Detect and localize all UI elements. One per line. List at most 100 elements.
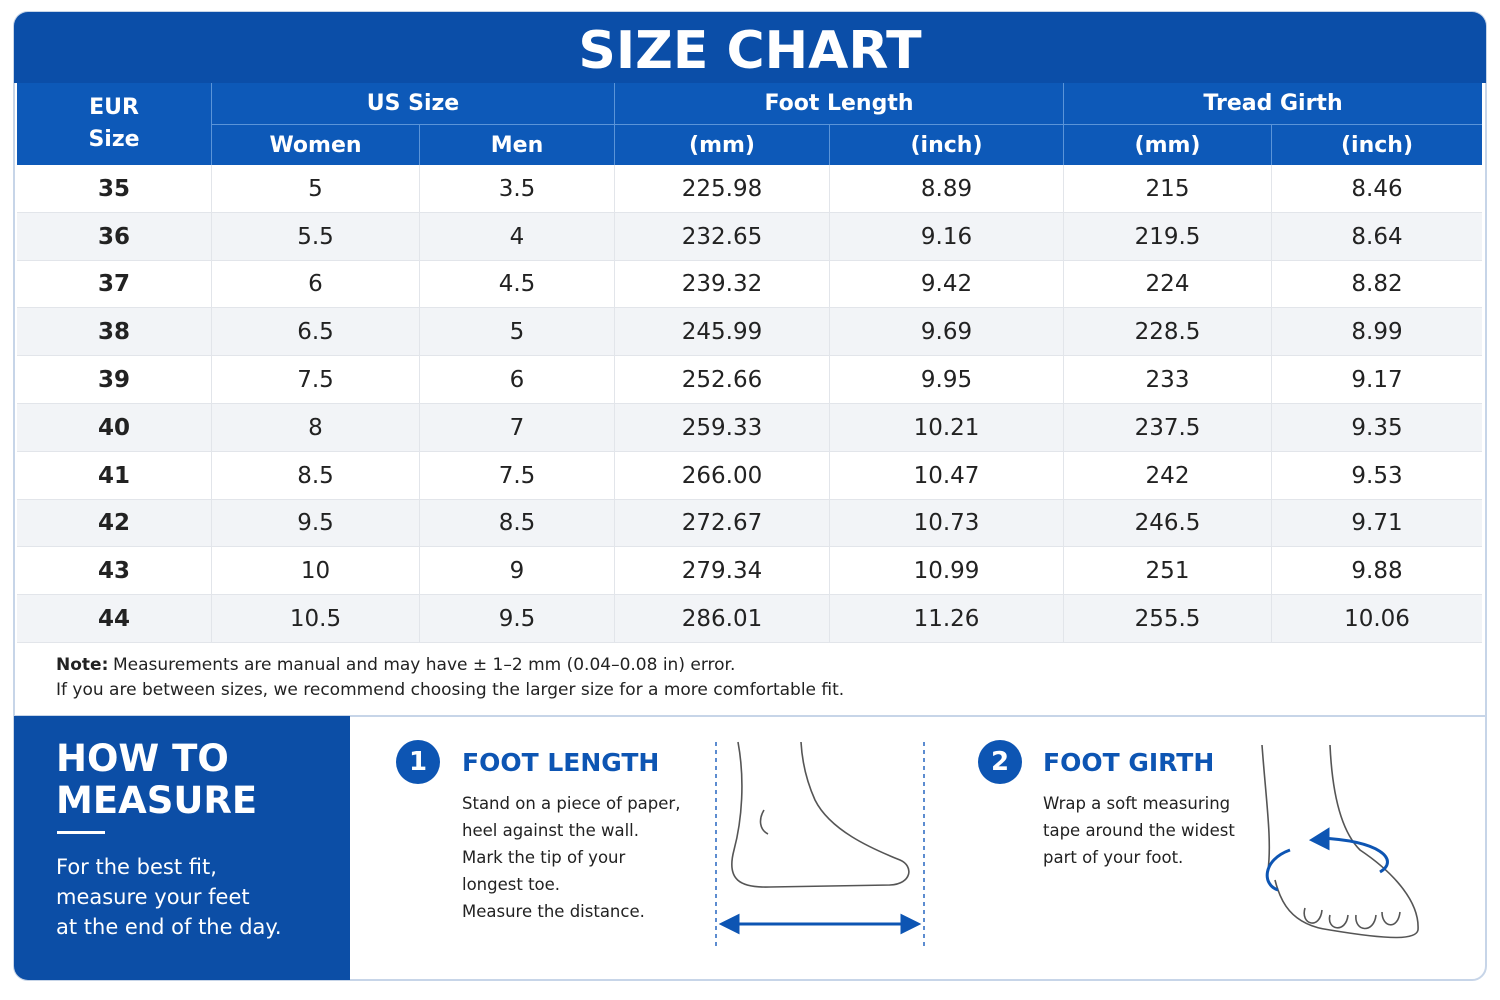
table-cell: 9.5 (211, 499, 419, 548)
table-cell: 9.69 (829, 308, 1063, 357)
header-cell: Men (419, 125, 614, 165)
step-title: FOOT GIRTH (1043, 748, 1215, 777)
how-to-title: HOW TO (56, 737, 229, 780)
table-cell: 9.16 (829, 212, 1063, 261)
table-cell: 9.71 (1271, 499, 1482, 548)
table-cell: 10.99 (829, 547, 1063, 596)
step-text: Wrap a soft measuring (1043, 794, 1231, 813)
table-cell: 7.5 (211, 356, 419, 404)
table-cell: 4.5 (419, 260, 614, 309)
how-to-intro: For the best fit, (56, 855, 217, 879)
header-cell: (mm) (614, 125, 829, 165)
table-cell: 37 (97, 271, 130, 298)
table-cell: 11.26 (829, 595, 1063, 643)
table-row (17, 499, 1482, 548)
table-cell: 6 (419, 356, 614, 404)
table-cell: 255.5 (1063, 595, 1271, 643)
table-row (17, 547, 1482, 596)
table-cell: 9.53 (1271, 451, 1482, 500)
table-cell: 39 (97, 367, 130, 394)
table-cell: 9.95 (829, 356, 1063, 404)
table-cell: 8.5 (419, 499, 614, 548)
table-cell: 7 (419, 404, 614, 452)
table-cell: 242 (1063, 451, 1271, 500)
table-row (17, 595, 1482, 643)
table-cell: 5.5 (211, 212, 419, 261)
table-cell: 228.5 (1063, 308, 1271, 357)
header-cell: (inch) (1271, 125, 1482, 165)
table-cell: 246.5 (1063, 499, 1271, 548)
table-cell: 44 (97, 606, 130, 633)
table-cell: 10.21 (829, 404, 1063, 452)
header-cell: (mm) (1063, 125, 1271, 165)
note-text: Measurements are manual and may have ± 1… (113, 655, 736, 675)
table-cell: 40 (97, 414, 130, 441)
how-to-title: MEASURE (56, 779, 258, 822)
table-cell: 10 (211, 547, 419, 596)
table-cell: 8.64 (1271, 212, 1482, 261)
table-cell: 224 (1063, 260, 1271, 309)
table-row (17, 308, 1482, 357)
table-cell: 7.5 (419, 451, 614, 500)
table-cell: 42 (97, 510, 130, 537)
header-group: Tread Girth (1063, 83, 1482, 125)
table-cell: 9 (419, 547, 614, 596)
table-cell: 251 (1063, 547, 1271, 596)
header-cell: (inch) (829, 125, 1063, 165)
table-cell: 5 (211, 165, 419, 213)
table-cell: 3.5 (419, 165, 614, 213)
step-text: heel against the wall. (462, 821, 639, 840)
how-to-intro: at the end of the day. (56, 915, 282, 939)
table-cell: 8.99 (1271, 308, 1482, 357)
table-cell: 279.34 (614, 547, 829, 596)
how-to-intro: measure your feet (56, 885, 250, 909)
table-cell: 252.66 (614, 356, 829, 404)
step-text: tape around the widest (1043, 821, 1235, 840)
table-row (17, 404, 1482, 452)
table-cell: 43 (97, 558, 130, 585)
table-cell: 8.82 (1271, 260, 1482, 309)
table-cell: 4 (419, 212, 614, 261)
step-number: 1 (408, 747, 428, 777)
table-cell: 9.35 (1271, 404, 1482, 452)
table-cell: 36 (97, 223, 130, 250)
step-text: longest toe. (462, 875, 561, 894)
table-cell: 10.5 (211, 595, 419, 643)
table-cell: 8.5 (211, 451, 419, 500)
table-row (17, 451, 1482, 500)
table-cell: 35 (97, 175, 130, 202)
table-cell: 237.5 (1063, 404, 1271, 452)
table-cell: 41 (97, 462, 130, 489)
header-cell: EUR Size (88, 95, 140, 152)
step-text: Stand on a piece of paper, (462, 794, 681, 813)
table-cell: 9.17 (1271, 356, 1482, 404)
table-cell: 9.88 (1271, 547, 1482, 596)
table-cell: 286.01 (614, 595, 829, 643)
table-cell: 6.5 (211, 308, 419, 357)
table-row (17, 356, 1482, 404)
table-cell: 233 (1063, 356, 1271, 404)
table-row (17, 165, 1482, 213)
table-row (17, 260, 1482, 309)
table-cell: 266.00 (614, 451, 829, 500)
header-cell: Women (211, 125, 419, 165)
table-cell: 8 (211, 404, 419, 452)
table-row (17, 212, 1482, 261)
table-cell: 8.46 (1271, 165, 1482, 213)
table-cell: 8.89 (829, 165, 1063, 213)
table-cell: 9.42 (829, 260, 1063, 309)
step-title: FOOT LENGTH (462, 748, 660, 777)
table-cell: 10.47 (829, 451, 1063, 500)
table-cell: 9.5 (419, 595, 614, 643)
table-cell: 215 (1063, 165, 1271, 213)
table-cell: 10.73 (829, 499, 1063, 548)
step-text: Measure the distance. (462, 902, 645, 921)
table-cell: 239.32 (614, 260, 829, 309)
step-number: 2 (990, 747, 1010, 777)
header-group: US Size (211, 83, 614, 125)
table-cell: 6 (211, 260, 419, 309)
table-cell: 259.33 (614, 404, 829, 452)
note-label: Note: (56, 655, 109, 675)
table-cell: 272.67 (614, 499, 829, 548)
